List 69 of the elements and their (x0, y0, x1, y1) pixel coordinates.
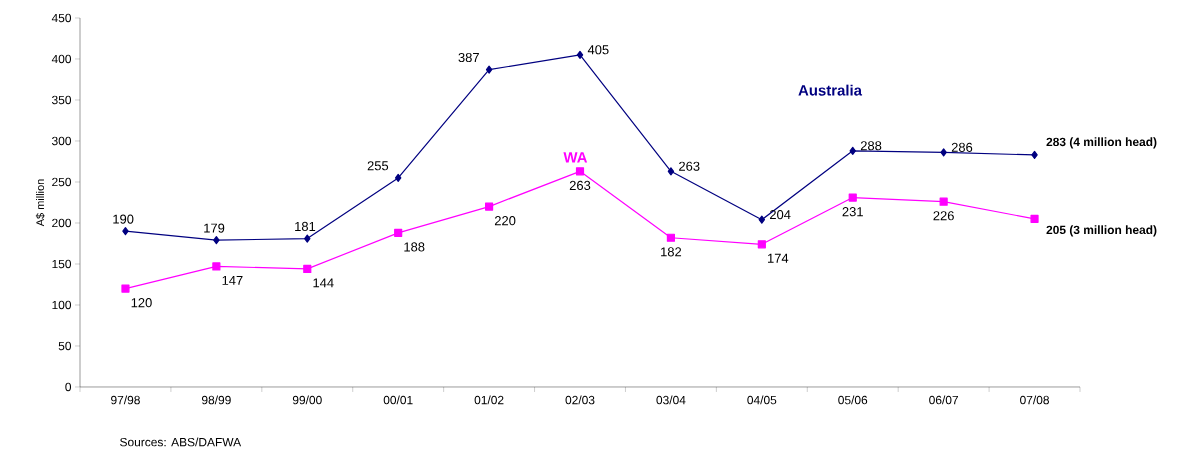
point (666, 233, 675, 242)
point (394, 228, 403, 237)
data-label: 204 (770, 210, 791, 220)
point (485, 65, 493, 74)
data-label: 231 (842, 207, 863, 217)
point (758, 215, 766, 224)
data-label: 147 (222, 275, 243, 285)
x-tick-label: 97/98 (111, 395, 140, 405)
x-tick-label: 98/99 (201, 395, 231, 405)
x-tick-label: 05/06 (838, 395, 868, 405)
y-tick-label: 100 (52, 300, 72, 310)
source-note: Sources: ABS/DAFWA (120, 437, 242, 447)
x-tick-label: 01/02 (474, 395, 504, 405)
point (485, 202, 494, 211)
data-label: 174 (768, 253, 789, 263)
x-tick-label: 03/04 (656, 395, 686, 405)
data-label: 263 (569, 180, 591, 191)
point (667, 167, 675, 176)
y-tick-label: 450 (51, 13, 72, 23)
y-tick-label: 250 (52, 177, 72, 187)
x-tick-label: 07/08 (1020, 395, 1049, 405)
data-label: 255 (367, 161, 389, 171)
data-label: 286 (951, 142, 973, 152)
x-tick-label: 04/05 (747, 395, 777, 405)
data-label: 226 (933, 211, 954, 221)
point (304, 234, 311, 243)
point (122, 227, 129, 236)
y-tick-label: 50 (58, 341, 72, 351)
data-label: 283 (4 million head) (1046, 137, 1157, 149)
y-tick-label: 150 (52, 259, 72, 269)
point (849, 146, 856, 155)
y-tick-label: 0 (65, 382, 72, 392)
data-label: 188 (404, 242, 425, 252)
point (121, 284, 130, 293)
point (940, 148, 947, 157)
data-label: 387 (458, 52, 479, 63)
point (394, 173, 402, 182)
text: Australia (798, 84, 863, 96)
point (757, 240, 766, 249)
data-label: 144 (313, 278, 334, 288)
point (213, 236, 220, 245)
x-tick-label: 02/03 (565, 395, 595, 405)
data-label: 405 (587, 45, 609, 55)
data-label: 220 (494, 216, 516, 226)
data-label: 190 (113, 214, 134, 224)
data-label: 181 (295, 221, 316, 232)
data-label: 205 (3 million head) (1046, 225, 1157, 237)
y-axis-title: A$ million (35, 179, 45, 227)
x-tick-label: 06/07 (929, 395, 958, 405)
point (212, 262, 221, 271)
x-tick-label: 99/00 (292, 395, 322, 405)
point (939, 197, 948, 206)
y-tick-label: 400 (51, 54, 72, 64)
point (1031, 150, 1038, 160)
point (303, 264, 312, 273)
data-label: 288 (860, 141, 882, 151)
series-label: WA (563, 152, 588, 163)
y-tick-label: 200 (52, 218, 72, 228)
data-label: 120 (131, 298, 152, 308)
y-tick-label: 300 (52, 136, 72, 146)
point (576, 50, 584, 59)
point (848, 193, 857, 202)
x-tick-label: 00/01 (383, 395, 413, 405)
point (575, 167, 585, 176)
y-tick-label: 350 (52, 95, 72, 105)
point (1030, 214, 1039, 223)
data-label: 179 (204, 223, 225, 233)
data-label: 263 (679, 161, 700, 171)
data-label: 182 (661, 247, 682, 257)
